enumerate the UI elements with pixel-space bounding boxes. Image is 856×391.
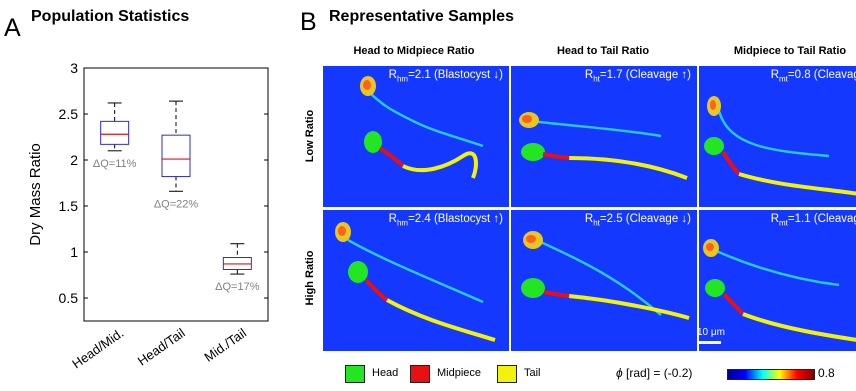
box-annotation: ΔQ=17%	[215, 281, 260, 293]
legend-label-tail: Tail	[524, 367, 541, 379]
sample-tile-high-midpiece-tail: Rmt=1.1 (Cleavage ↓)	[699, 210, 856, 351]
tile-ratio-label: Rht=2.5 (Cleavage ↓)	[584, 213, 691, 228]
panel-a-letter: A	[4, 14, 21, 42]
row-header-low-ratio: Low Ratio	[304, 109, 316, 163]
y-axis-label: Dry Mass Ratio	[27, 143, 44, 246]
tile-ratio-label: Rhm=2.1 (Blastocyst ↓)	[388, 69, 503, 84]
column-header-head-tail: Head to Tail Ratio	[556, 45, 650, 57]
x-tick-label: Mid./Tail	[201, 325, 249, 365]
tile-ratio-label: Rmt=1.1 (Cleavage ↓)	[770, 213, 856, 228]
tile-ratio-label: Rhm=2.4 (Blastocyst ↑)	[388, 213, 503, 228]
y-tick-label: 0.5	[59, 290, 79, 306]
tile-ratio-label: Rmt=0.8 (Cleavage ↑)	[770, 69, 856, 84]
y-tick-label: 1.5	[59, 198, 79, 214]
legend-swatch-midpiece	[410, 365, 430, 383]
column-header-midpiece-tail: Midpiece to Tail Ratio	[733, 45, 847, 57]
scale-bar	[699, 341, 721, 344]
box-plot-chart: 0.5 1 1.5 2 2.5 3 Dry Mass Ratio ΔQ=11% Head/Mid…	[27, 60, 269, 371]
sperm-cell-image	[704, 96, 856, 196]
legend-swatch-head	[345, 365, 365, 383]
sample-tile-high-head-tail: Rht=2.5 (Cleavage ↓)	[511, 210, 697, 351]
y-tick-label: 2	[70, 152, 78, 168]
box-iqr	[161, 134, 191, 178]
colorbar-label: ϕ [rad] = (-0.2)	[616, 366, 693, 380]
sample-tile-low-head-midpiece: Rhm=2.1 (Blastocyst ↓)	[323, 66, 509, 207]
panel-b-title: Representative Samples	[329, 8, 514, 25]
sperm-cell-image	[360, 76, 484, 179]
plot-frame	[83, 67, 269, 322]
legend-label-midpiece: Midpiece	[437, 367, 482, 379]
box-annotation: ΔQ=11%	[93, 158, 137, 170]
panel-b-letter: B	[300, 8, 317, 36]
legend-label-head: Head	[372, 367, 399, 379]
colorbar	[727, 369, 815, 380]
sperm-cell-image	[521, 231, 690, 320]
y-tick-label: 2.5	[59, 106, 79, 122]
panel-a-title: Population Statistics	[31, 8, 190, 25]
sample-tile-low-head-tail: Rht=1.7 (Cleavage ↑)	[511, 66, 697, 207]
column-header-head-midpiece: Head to Midpiece Ratio	[353, 45, 475, 57]
sperm-cell-image	[335, 222, 496, 342]
box-iqr	[100, 120, 130, 145]
sample-tile-high-head-midpiece: Rhm=2.4 (Blastocyst ↑)	[323, 210, 509, 351]
y-tick-label: 1	[70, 244, 78, 260]
y-tick-label: 3	[70, 60, 78, 76]
row-header-high-ratio: High Ratio	[304, 250, 316, 306]
x-tick-label: Head/Mid.	[69, 325, 126, 371]
sperm-cell-image	[703, 239, 856, 342]
x-tick-label: Head/Tail	[135, 325, 188, 368]
scale-bar-label: 10 μm	[697, 327, 725, 338]
legend-swatch-tail	[497, 365, 517, 383]
colorbar-max-label: 0.8	[818, 366, 835, 380]
sperm-cell-image	[519, 112, 688, 180]
tile-ratio-label: Rht=1.7 (Cleavage ↑)	[584, 69, 691, 84]
box-annotation: ΔQ=22%	[154, 198, 199, 210]
sample-tile-low-midpiece-tail: Rmt=0.8 (Cleavage ↑)	[699, 66, 856, 207]
